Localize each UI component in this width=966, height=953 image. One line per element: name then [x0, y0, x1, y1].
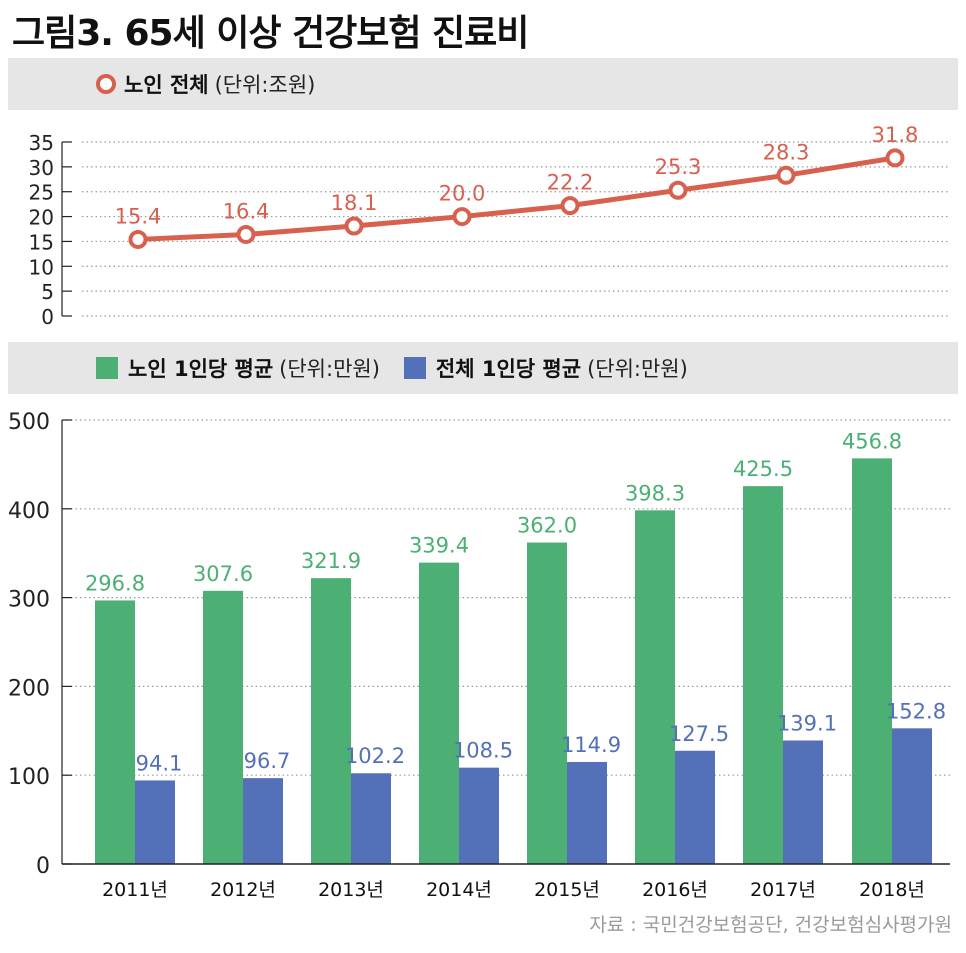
bar-legend-name-elderly: 노인 1인당 평균: [128, 357, 274, 381]
bar-total-label: 139.1: [777, 711, 837, 735]
line-point: [344, 216, 364, 236]
bar-elderly: [527, 542, 567, 864]
bar-total-label: 94.1: [136, 751, 183, 775]
bar-total: [567, 761, 607, 864]
bar-y-tick-label: 300: [8, 588, 50, 613]
line-y-tick-label: 0: [41, 305, 54, 329]
bar-total-label: 102.2: [345, 744, 405, 768]
bar-total: [783, 740, 823, 864]
bar-total-label: 108.5: [453, 739, 513, 763]
bar-y-tick-label: 0: [36, 854, 50, 879]
line-data-label: 22.2: [547, 171, 594, 195]
bar-y-tick-label: 100: [8, 765, 50, 790]
line-point: [560, 196, 580, 216]
circle-marker-icon: [96, 74, 116, 94]
line-data-label: 28.3: [763, 140, 810, 164]
line-y-tick-label: 25: [29, 181, 54, 205]
bar-x-label: 2018년: [859, 879, 925, 901]
line-data-label: 18.1: [331, 191, 378, 215]
bar-x-label: 2013년: [318, 879, 384, 901]
bar-total: [675, 750, 715, 864]
bar-total: [459, 767, 499, 864]
line-point: [776, 165, 796, 185]
bar-elderly: [311, 578, 351, 864]
line-legend-band: [8, 58, 958, 110]
bar-total: [892, 728, 932, 864]
bar-elderly-label: 362.0: [517, 514, 577, 538]
bar-elderly-label: 398.3: [625, 481, 685, 505]
line-series-elderly-total: [137, 155, 896, 242]
line-legend-name: 노인 전체: [124, 73, 209, 97]
line-point: [452, 207, 472, 227]
line-data-label: 25.3: [655, 155, 702, 179]
bar-elderly-label: 456.8: [842, 429, 902, 453]
bar-elderly: [95, 600, 135, 864]
figure-title: 그림3. 65세 이상 건강보험 진료비: [12, 13, 529, 54]
bar-y-tick-label: 400: [8, 499, 50, 524]
line-point: [885, 148, 905, 168]
bar-legend-unit-elderly: (단위:만원): [279, 357, 380, 381]
bar-elderly-label: 425.5: [733, 457, 793, 481]
bar-elderly: [419, 562, 459, 864]
bar-elderly: [852, 458, 892, 864]
bar-elderly-label: 307.6: [193, 562, 253, 586]
bar-total: [351, 773, 391, 864]
bar-total-label: 127.5: [669, 722, 729, 746]
bar-x-label: 2012년: [210, 879, 276, 901]
line-y-tick-label: 20: [29, 206, 54, 230]
line-y-tick-label: 15: [29, 230, 54, 254]
bar-elderly: [635, 510, 675, 864]
bar-y-tick-label: 200: [8, 676, 50, 701]
line-y-tick-label: 30: [29, 156, 54, 180]
bar-x-label: 2011년: [102, 879, 168, 901]
bar-legend-unit-total: (단위:만원): [587, 357, 688, 381]
source-note: 자료 : 국민건강보험공단, 건강보험심사평가원: [589, 914, 952, 936]
bar-legend-name-total: 전체 1인당 평균: [435, 357, 582, 381]
line-legend: 노인 전체 (단위:조원): [96, 67, 315, 101]
line-point: [668, 180, 688, 200]
blue-square-icon: [403, 357, 426, 379]
line-y-tick-label: 5: [41, 280, 54, 304]
bar-legend: 노인 1인당 평균 (단위:만원) 전체 1인당 평균 (단위:만원): [96, 351, 688, 385]
line-y-tick-label: 10: [29, 255, 54, 279]
bar-elderly: [203, 590, 243, 864]
bar-elderly: [743, 486, 783, 864]
bar-x-label: 2017년: [750, 879, 816, 901]
bar-total: [135, 780, 175, 864]
line-data-label: 31.8: [872, 123, 919, 147]
bar-x-label: 2014년: [426, 879, 492, 901]
line-data-label: 20.0: [439, 182, 486, 206]
line-point: [236, 224, 256, 244]
line-point: [128, 229, 148, 249]
bar-elderly-label: 339.4: [409, 534, 469, 558]
line-legend-unit: (단위:조원): [214, 73, 316, 97]
bar-total: [243, 778, 283, 864]
bar-elderly-label: 321.9: [301, 549, 361, 573]
bar-total-label: 114.9: [561, 733, 621, 757]
bar-x-label: 2016년: [642, 879, 708, 901]
line-data-label: 15.4: [115, 204, 162, 228]
bar-total-label: 152.8: [886, 699, 946, 723]
green-square-icon: [96, 357, 118, 379]
bar-elderly-label: 296.8: [85, 571, 145, 595]
line-y-tick-label: 35: [29, 131, 54, 155]
bar-y-tick-label: 500: [8, 410, 50, 435]
bar-legend-band: [8, 342, 958, 394]
bar-total-label: 96.7: [244, 749, 291, 773]
line-data-label: 16.4: [223, 199, 270, 223]
bar-x-label: 2015년: [534, 879, 600, 901]
